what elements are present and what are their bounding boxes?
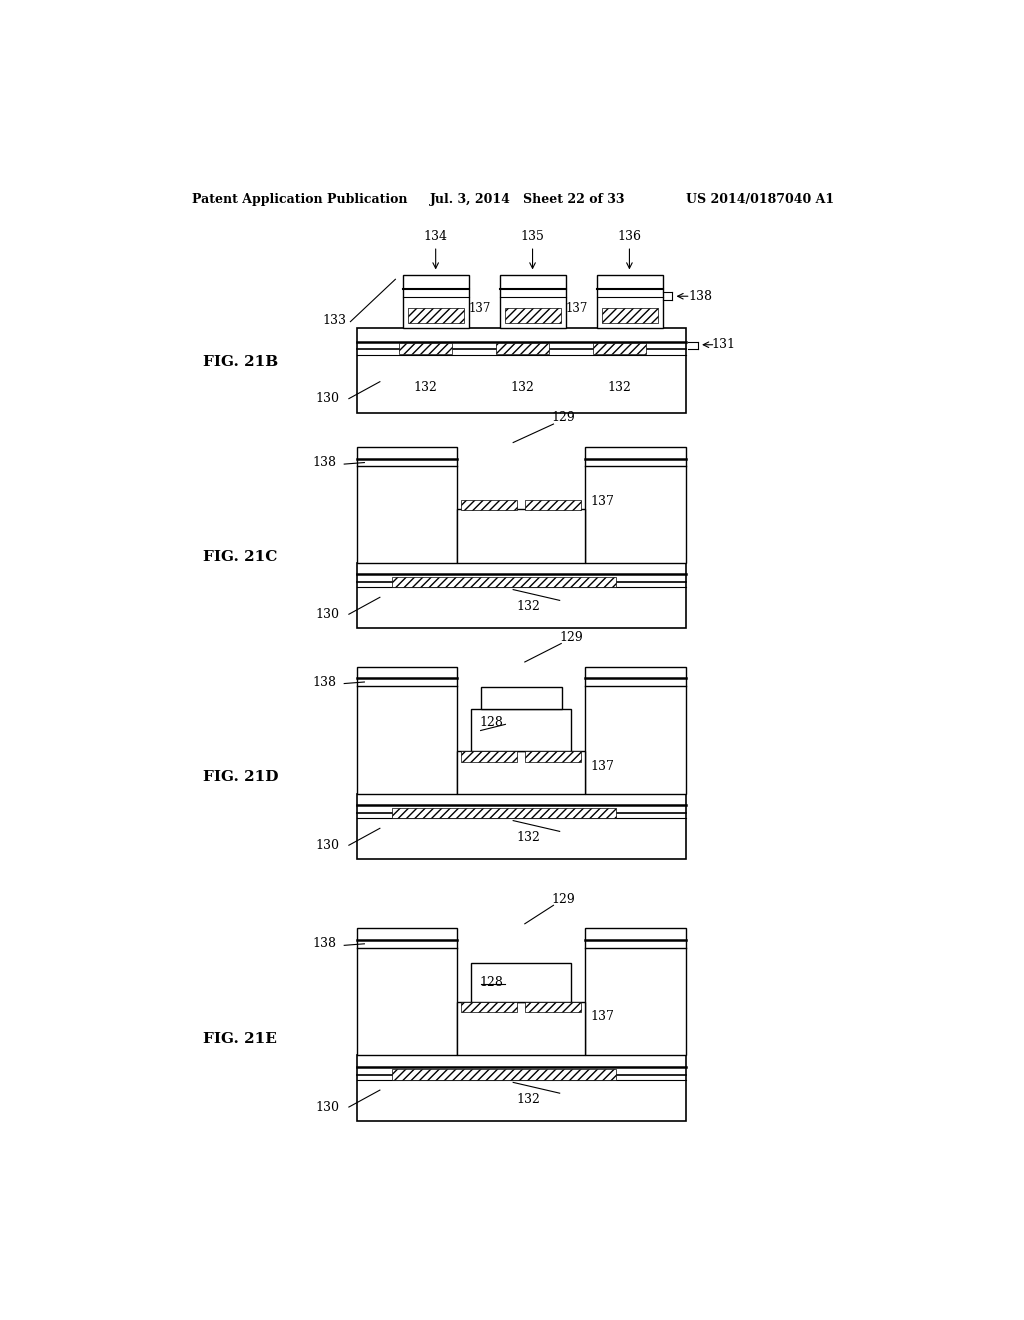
- Text: FIG. 21E: FIG. 21E: [204, 1031, 278, 1045]
- Bar: [356, 447, 458, 562]
- Text: 130: 130: [315, 392, 339, 405]
- Bar: [586, 667, 686, 793]
- Bar: [356, 1056, 686, 1121]
- Text: 132: 132: [511, 381, 535, 395]
- Text: 128: 128: [479, 717, 504, 730]
- Bar: [356, 928, 458, 1056]
- Bar: [391, 577, 616, 587]
- Text: FIG. 21D: FIG. 21D: [203, 770, 279, 784]
- Bar: [461, 499, 517, 511]
- Bar: [458, 508, 586, 562]
- Bar: [461, 1002, 517, 1012]
- Bar: [586, 447, 686, 562]
- Bar: [391, 808, 616, 818]
- Text: 132: 132: [607, 381, 631, 395]
- Bar: [403, 276, 469, 327]
- Text: 137: 137: [591, 1010, 614, 1023]
- Text: 129: 129: [559, 631, 584, 644]
- Text: 128: 128: [479, 975, 504, 989]
- Text: 137: 137: [591, 760, 614, 774]
- Text: 134: 134: [424, 231, 447, 243]
- Bar: [496, 343, 549, 354]
- Text: 138: 138: [688, 289, 712, 302]
- Bar: [356, 562, 686, 628]
- Text: 133: 133: [323, 314, 347, 326]
- Bar: [458, 751, 586, 793]
- Bar: [458, 1002, 586, 1056]
- Bar: [601, 308, 658, 323]
- Bar: [505, 308, 561, 323]
- Bar: [524, 751, 581, 762]
- Text: Jul. 3, 2014   Sheet 22 of 33: Jul. 3, 2014 Sheet 22 of 33: [430, 193, 626, 206]
- Text: 135: 135: [520, 231, 545, 243]
- Text: 136: 136: [617, 231, 641, 243]
- Bar: [480, 688, 562, 709]
- Bar: [471, 709, 571, 751]
- Text: 138: 138: [312, 455, 336, 469]
- Text: Patent Application Publication: Patent Application Publication: [191, 193, 408, 206]
- Bar: [356, 793, 686, 859]
- Bar: [461, 751, 517, 762]
- Bar: [593, 343, 646, 354]
- Bar: [356, 667, 458, 793]
- Bar: [524, 499, 581, 511]
- Text: 138: 138: [312, 937, 336, 950]
- Bar: [471, 964, 571, 1002]
- Text: 130: 130: [315, 607, 339, 620]
- Bar: [399, 343, 452, 354]
- Bar: [500, 276, 566, 327]
- Text: 129: 129: [552, 412, 575, 425]
- Text: 132: 132: [414, 381, 437, 395]
- Text: 132: 132: [517, 601, 541, 612]
- Text: 130: 130: [315, 1101, 339, 1114]
- Bar: [524, 1002, 581, 1012]
- Bar: [586, 928, 686, 1056]
- Text: 129: 129: [552, 892, 575, 906]
- Text: 131: 131: [712, 338, 735, 351]
- Text: 132: 132: [517, 1093, 541, 1106]
- Text: 132: 132: [517, 832, 541, 843]
- Text: 130: 130: [315, 838, 339, 851]
- Text: FIG. 21C: FIG. 21C: [203, 550, 278, 564]
- Bar: [408, 308, 464, 323]
- Text: 137: 137: [565, 302, 588, 315]
- Text: 137: 137: [591, 495, 614, 508]
- Bar: [356, 327, 686, 412]
- Bar: [597, 276, 663, 327]
- Text: 138: 138: [312, 676, 336, 689]
- Bar: [391, 1069, 616, 1080]
- Text: FIG. 21B: FIG. 21B: [203, 355, 278, 370]
- Text: US 2014/0187040 A1: US 2014/0187040 A1: [686, 193, 835, 206]
- Text: 137: 137: [469, 302, 492, 315]
